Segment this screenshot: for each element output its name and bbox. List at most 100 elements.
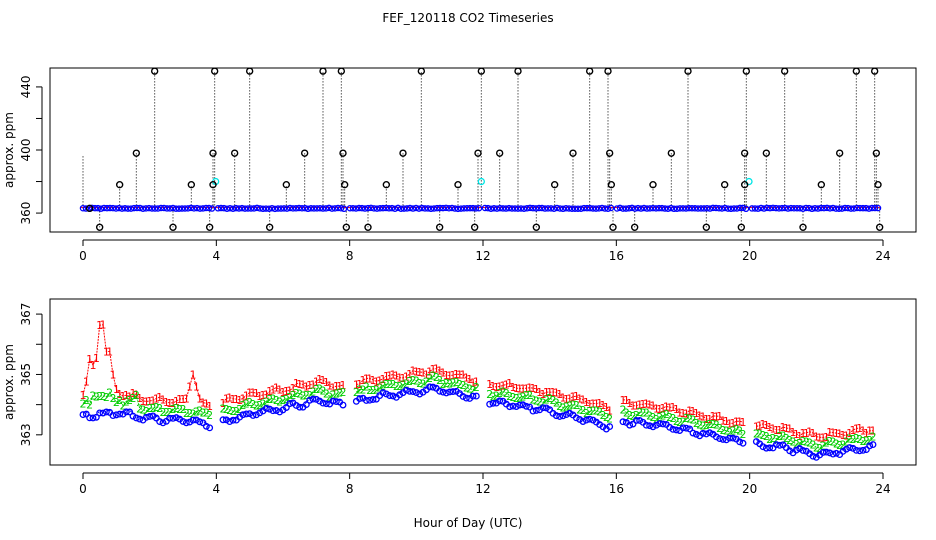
point-3: [142, 413, 150, 421]
point-2: 2: [173, 402, 180, 415]
point-3: [449, 388, 457, 395]
blue-circle: [379, 204, 387, 212]
blue-circle: [397, 205, 405, 212]
point-1: 1: [853, 422, 860, 435]
blue-circle: [166, 205, 174, 212]
point-1: 1: [180, 393, 187, 406]
point-1: 1: [516, 382, 523, 395]
point-2: 2: [176, 403, 183, 416]
black-circle: [737, 223, 746, 231]
y-tick-label: 365: [19, 363, 33, 386]
blue-circle: [628, 204, 636, 212]
point-3: [722, 436, 730, 444]
point-2: 2: [740, 428, 747, 441]
point-1: 1: [533, 383, 540, 396]
blue-circle: [523, 205, 531, 212]
x-tick-label: 0: [79, 249, 87, 263]
point-3: [192, 416, 200, 424]
point-1: 1: [196, 393, 203, 406]
blue-circle: [226, 205, 234, 212]
black-circle: [470, 223, 479, 231]
point-3: [312, 395, 320, 403]
blue-circle: [823, 204, 831, 212]
point-2: 2: [486, 388, 493, 401]
point-2: 2: [540, 396, 547, 409]
point-2: 2: [733, 423, 740, 436]
point-3: [242, 410, 250, 418]
blue-circle: [337, 204, 345, 212]
point-3: [362, 396, 370, 404]
blue-circle: [217, 204, 225, 212]
point-2: 2: [123, 395, 130, 408]
point-3: [262, 404, 270, 412]
blue-circle: [292, 205, 300, 212]
point-3: [579, 418, 587, 425]
blue-circle: [526, 204, 534, 212]
point-3: [156, 418, 164, 426]
point-1: 1: [806, 426, 813, 439]
point-2: 2: [256, 399, 263, 412]
point-1: 1: [293, 377, 300, 390]
point-2: 2: [756, 428, 763, 441]
blue-circle: [148, 205, 156, 212]
point-2: 2: [203, 407, 210, 420]
point-1: 1: [426, 365, 433, 378]
point-1: 1: [776, 424, 783, 437]
blue-circle: [283, 205, 291, 212]
blue-circle: [532, 205, 540, 212]
blue-circle: [352, 205, 360, 212]
point-1: 1: [680, 407, 687, 420]
point-2: 2: [580, 404, 587, 417]
black-circle: [209, 149, 217, 157]
blue-circle: [601, 205, 609, 212]
blue-circle: [673, 205, 681, 212]
blue-circle: [541, 205, 549, 212]
point-2: 2: [520, 391, 527, 404]
point-3: [412, 389, 420, 397]
point-1: 1: [850, 424, 857, 437]
black-circle: [209, 180, 217, 189]
point-3: [736, 438, 744, 446]
blue-circle: [298, 204, 306, 212]
point-1: 1: [96, 319, 103, 332]
blue-circle: [664, 205, 672, 212]
blue-circle: [787, 204, 795, 212]
point-3: [656, 420, 664, 428]
blue-circle: [121, 205, 129, 212]
point-2: 2: [316, 382, 323, 395]
blue-circle: [475, 204, 483, 212]
blue-circle: [376, 205, 384, 212]
point-3: [846, 444, 854, 452]
point-2: 2: [773, 433, 780, 446]
blue-circle: [832, 205, 840, 212]
point-3: [686, 425, 694, 433]
point-2: 2: [800, 435, 807, 448]
blue-circle: [490, 205, 498, 212]
blue-circle: [184, 205, 192, 212]
point-1: 1: [116, 388, 123, 401]
blue-circle: [619, 205, 627, 212]
point-1: 1: [266, 385, 273, 398]
point-2: 2: [720, 424, 727, 437]
point-1: 1: [450, 369, 457, 382]
point-2: 2: [560, 401, 567, 414]
point-3: [146, 413, 154, 420]
point-3: [356, 395, 364, 403]
blue-circle: [313, 205, 321, 212]
point-3: [409, 388, 417, 396]
point-3: [842, 445, 850, 453]
point-2: 2: [406, 375, 413, 388]
point-1: 1: [840, 429, 847, 442]
blue-circle: [790, 205, 798, 212]
black-circle: [169, 223, 177, 231]
point-1: 1: [580, 394, 587, 407]
point-1: 1: [330, 382, 337, 395]
blue-circle: [559, 205, 567, 213]
point-3: [222, 416, 230, 424]
point-2: 2: [730, 425, 737, 438]
point-2: 2: [363, 381, 370, 394]
point-1: 1: [486, 378, 493, 391]
point-2: 2: [166, 406, 173, 419]
